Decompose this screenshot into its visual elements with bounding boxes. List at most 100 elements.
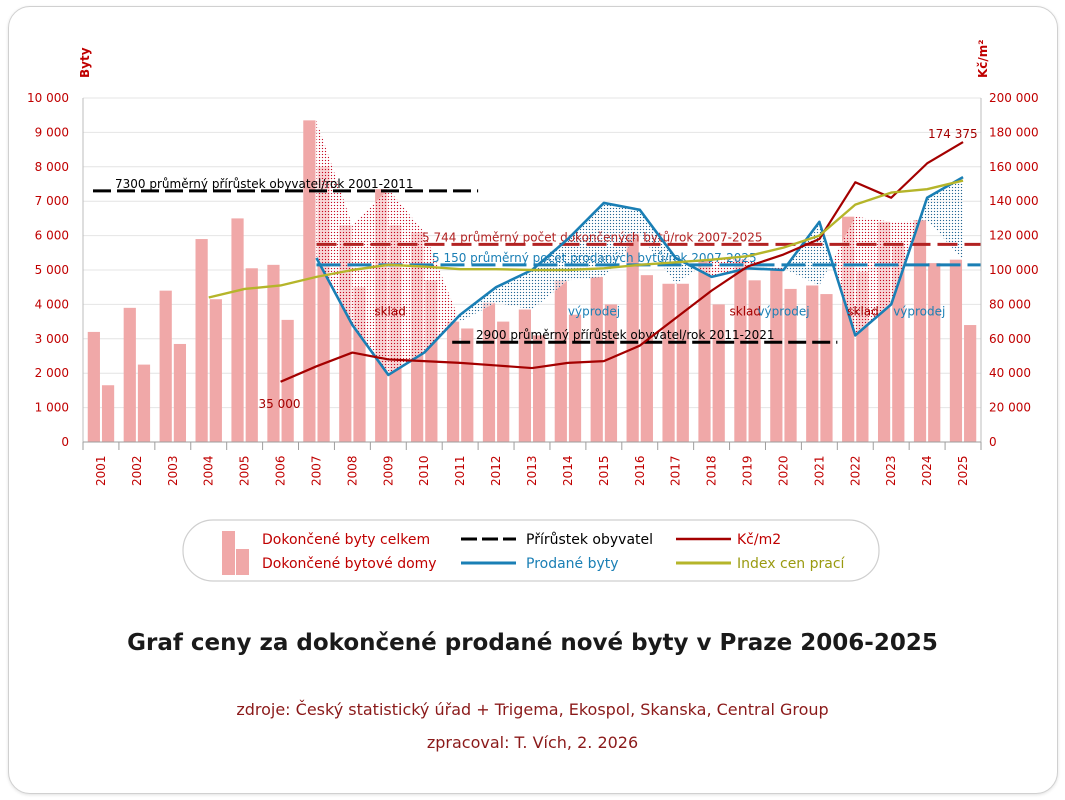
bar-buildings xyxy=(281,319,294,442)
category-label: 2001 xyxy=(94,455,108,486)
reference-line-label: 7300 průměrný přírůstek obyvatel/rok 200… xyxy=(115,177,414,191)
legend-swatch xyxy=(222,531,235,575)
reference-line-label: 5 150 průměrný počet prodaných bytů/rok … xyxy=(432,251,757,265)
category-label: 2010 xyxy=(417,455,431,486)
category-label: 2011 xyxy=(453,455,467,486)
bar-buildings xyxy=(533,335,546,442)
annotation-label: výprodej xyxy=(893,304,945,318)
left-tick-label: 1 000 xyxy=(35,401,69,415)
gap-shading-segment xyxy=(496,270,532,310)
bar-total xyxy=(446,321,460,442)
bar-total xyxy=(806,285,819,442)
bar-total xyxy=(698,259,711,442)
bar-buildings xyxy=(640,275,653,442)
gap-shading-segment xyxy=(831,216,856,336)
right-tick-label: 80 000 xyxy=(989,297,1031,311)
annotation-label: sklad xyxy=(374,304,406,318)
legend: Dokončené byty celkem Dokončené bytové do… xyxy=(182,519,880,582)
chart: 7300 průměrný přírůstek obyvatel/rok 200… xyxy=(27,39,1039,582)
left-tick-label: 3 000 xyxy=(35,332,69,346)
left-tick-label: 4 000 xyxy=(35,297,69,311)
legend-label: Dokončené byty celkem xyxy=(262,532,430,548)
left-tick-label: 10 000 xyxy=(27,91,69,105)
legend-label: Kč/m2 xyxy=(737,532,781,548)
series-line xyxy=(315,175,964,377)
left-tick-label: 9 000 xyxy=(35,125,69,139)
legend-label: Index cen prací xyxy=(737,556,846,572)
right-tick-label: 180 000 xyxy=(989,125,1039,139)
bar-buildings xyxy=(173,343,187,442)
bar-total xyxy=(195,239,208,442)
category-label: 2015 xyxy=(597,455,611,486)
right-tick-label: 40 000 xyxy=(989,366,1031,380)
left-tick-label: 8 000 xyxy=(35,160,69,174)
left-axis-title: Byty xyxy=(78,47,92,78)
source-line: zdroje: Český statistický úřad + Trigema… xyxy=(236,700,829,719)
gap-shading-segment xyxy=(603,202,640,277)
category-label: 2009 xyxy=(381,455,395,486)
bar-total xyxy=(303,120,316,443)
gap-shading-segment xyxy=(784,221,820,286)
annotation-label: 35 000 xyxy=(259,397,301,411)
bar-total xyxy=(913,220,927,442)
legend-box xyxy=(182,519,880,582)
bar-buildings xyxy=(676,283,689,442)
annotation-label: 174 375 xyxy=(928,127,978,141)
annotation-label: sklad xyxy=(847,304,879,318)
bar-buildings xyxy=(137,364,151,442)
gap-shading-segment xyxy=(388,189,425,375)
author-line: zpracoval: T. Vích, 2. 2026 xyxy=(426,733,639,752)
bar-total xyxy=(662,283,675,442)
right-tick-label: 60 000 xyxy=(989,332,1031,346)
bar-buildings xyxy=(568,314,582,442)
category-label: 2024 xyxy=(920,455,934,486)
bar-buildings xyxy=(461,328,474,442)
bar-total xyxy=(734,259,747,442)
bar-buildings xyxy=(604,304,618,442)
category-label: 2014 xyxy=(561,455,575,486)
bar-total xyxy=(554,280,567,442)
gap-shading-segment xyxy=(567,202,604,281)
category-label: 2012 xyxy=(489,455,503,486)
category-label: 2004 xyxy=(202,455,216,486)
category-label: 2025 xyxy=(956,455,970,486)
legend-label: Prodané byty xyxy=(526,556,619,572)
category-label: 2018 xyxy=(705,455,719,486)
category-label: 2005 xyxy=(238,455,252,486)
category-label: 2002 xyxy=(130,455,144,486)
right-tick-label: 100 000 xyxy=(989,263,1039,277)
gap-shading-segment xyxy=(424,232,459,353)
bar-buildings xyxy=(245,268,258,442)
category-label: 2007 xyxy=(309,455,323,486)
bar-total xyxy=(87,331,100,442)
bar-total xyxy=(231,218,244,442)
series-line xyxy=(280,141,964,383)
bar-buildings xyxy=(101,385,115,442)
bar-total xyxy=(626,233,639,442)
bar-total xyxy=(267,264,280,442)
gap-shading-segment xyxy=(460,287,497,322)
reference-line-label: 5 744 průměrný počet dokončených bytů/ro… xyxy=(422,230,763,244)
left-tick-label: 5 000 xyxy=(35,263,69,277)
bar-buildings xyxy=(712,304,725,442)
right-tick-label: 0 xyxy=(989,435,997,449)
legend-label: Přírůstek obyvatel xyxy=(526,532,653,548)
category-label: 2023 xyxy=(884,455,898,486)
left-tick-label: 2 000 xyxy=(35,366,69,380)
reference-line-label: 2900 průměrný přírůstek obyvatel/rok 201… xyxy=(476,328,775,342)
right-tick-label: 20 000 xyxy=(989,401,1031,415)
gap-shading-segment xyxy=(352,189,389,375)
category-label: 2022 xyxy=(848,455,862,486)
category-label: 2003 xyxy=(166,455,180,486)
axes: 0 1 000 2 000 3 000 4 000 5 000 6 000 7 000 8 00… xyxy=(27,39,1039,486)
annotation-label: výprodej xyxy=(757,304,809,318)
bar-total xyxy=(770,268,783,442)
right-tick-label: 140 000 xyxy=(989,194,1039,208)
annotation-label: sklad xyxy=(730,304,762,318)
right-tick-label: 160 000 xyxy=(989,160,1039,174)
annotation-label: výprodej xyxy=(568,304,620,318)
bar-total xyxy=(590,276,603,442)
category-label: 2006 xyxy=(274,455,288,486)
gap-shading-segment xyxy=(532,239,568,310)
